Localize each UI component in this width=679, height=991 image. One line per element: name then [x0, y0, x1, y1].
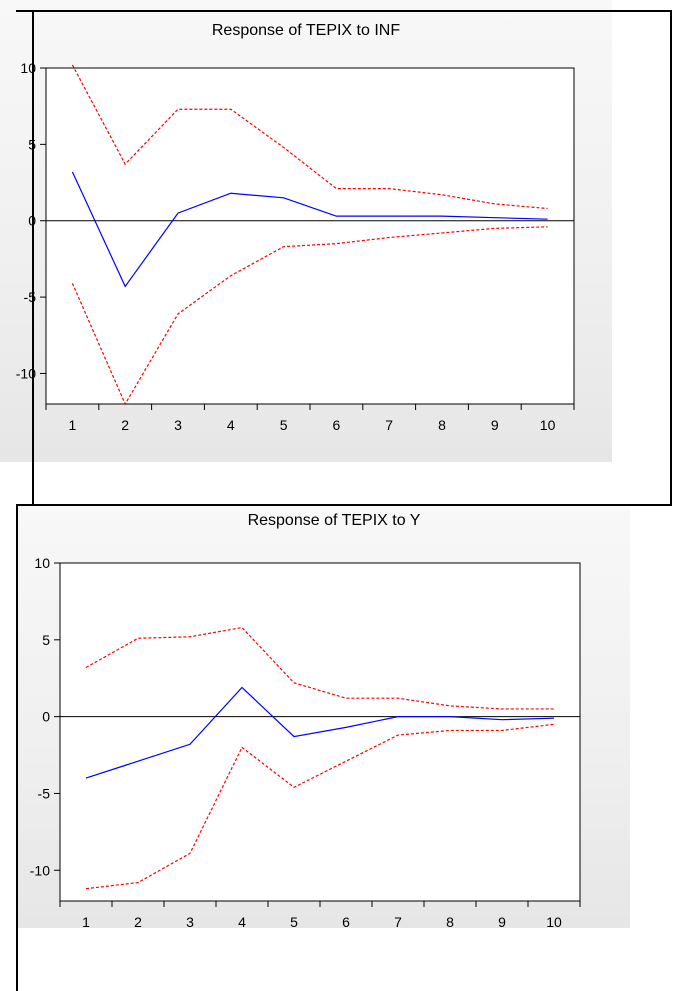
x-tick-label: 7 — [394, 914, 402, 928]
x-tick-label: 3 — [174, 417, 182, 433]
y-tick-label: 0 — [42, 709, 50, 725]
x-tick-label: 2 — [121, 417, 129, 433]
plot-area — [46, 68, 574, 404]
x-tick-label: 3 — [186, 914, 194, 928]
frame-right-border — [670, 10, 672, 506]
x-tick-label: 5 — [290, 914, 298, 928]
x-tick-label: 1 — [82, 914, 90, 928]
y-tick-label: -10 — [16, 365, 36, 381]
x-tick-label: 8 — [446, 914, 454, 928]
y-tick-label: -5 — [24, 289, 37, 305]
y-tick-label: -10 — [30, 862, 50, 878]
x-tick-label: 5 — [280, 417, 288, 433]
y-tick-label: -5 — [38, 785, 51, 801]
x-tick-label: 2 — [134, 914, 142, 928]
x-tick-label: 9 — [491, 417, 499, 433]
chart-panel-tepix-y: Response of TEPIX to Y 1 2 3 4 5 6 7 8 9 10 10 5 0 -5… — [18, 505, 630, 928]
chart-title: Response of TEPIX to Y — [248, 512, 421, 529]
chart-tepix-y: Response of TEPIX to Y 1 2 3 4 5 6 7 8 9 10 10 5 0 -5… — [18, 505, 630, 928]
x-tick-label: 1 — [69, 417, 77, 433]
x-tick-label: 10 — [546, 914, 562, 928]
y-tick-label: 0 — [28, 213, 36, 229]
x-tick-label: 4 — [238, 914, 246, 928]
y-tick-label: 5 — [28, 136, 36, 152]
chart-tepix-inf: Response of TEPIX to INF 1 2 3 4 5 6 7 8 9 10 10 5 0… — [0, 0, 612, 462]
x-tick-label: 4 — [227, 417, 235, 433]
y-tick-label: 10 — [34, 555, 50, 571]
x-tick-label: 6 — [342, 914, 350, 928]
chart-panel-tepix-inf: Response of TEPIX to INF 1 2 3 4 5 6 7 8 9 10 10 5 0… — [0, 0, 612, 462]
y-tick-label: 10 — [20, 60, 36, 76]
x-tick-label: 6 — [333, 417, 341, 433]
y-tick-label: 5 — [42, 632, 50, 648]
x-tick-label: 8 — [438, 417, 446, 433]
chart-title: Response of TEPIX to INF — [212, 22, 400, 39]
x-tick-label: 9 — [498, 914, 506, 928]
x-tick-label: 10 — [540, 417, 556, 433]
x-tick-label: 7 — [385, 417, 393, 433]
